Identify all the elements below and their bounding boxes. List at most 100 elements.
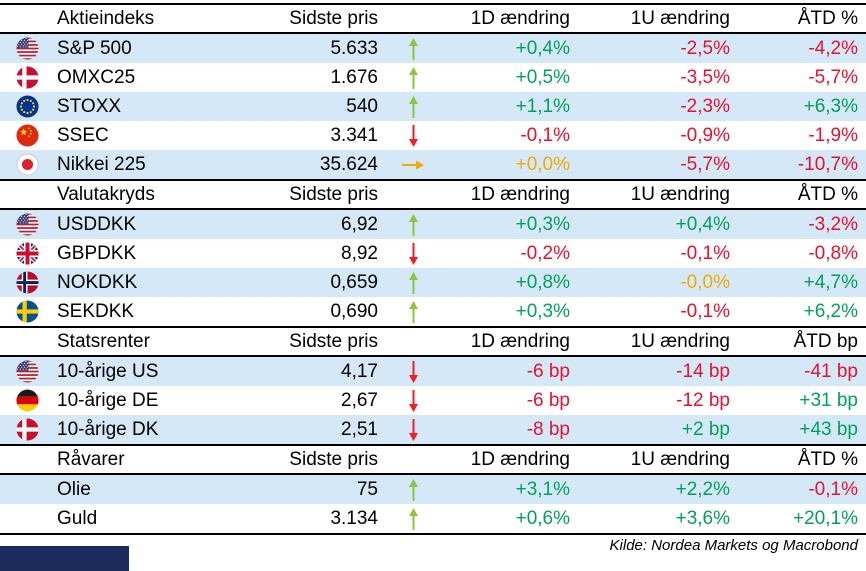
trend-up-icon — [378, 475, 448, 504]
instrument-name: SEKDKK — [57, 300, 135, 322]
change-1d: -6 bp — [526, 389, 570, 411]
column-header-1u-change: 1U ændring — [630, 183, 730, 205]
change-1d: -8 bp — [526, 418, 570, 440]
trend-up-icon — [378, 268, 448, 297]
table-row: SEKDKK 0,690 +0,3% -0,1% +6,2% — [0, 297, 866, 326]
change-1d: +1,1% — [515, 95, 570, 117]
change-1u: -2,5% — [680, 37, 730, 59]
brand-bar — [0, 546, 129, 571]
trend-up-icon — [378, 504, 448, 533]
change-1u: -0,0% — [680, 271, 730, 293]
last-price: 2,51 — [341, 418, 378, 440]
source-note: Kilde: Nordea Markets og Macrobond — [609, 537, 858, 554]
last-price: 8,92 — [341, 242, 378, 264]
change-1u: +0,4% — [675, 213, 730, 235]
change-1d: +0,0% — [515, 153, 570, 175]
change-ytd: -4,2% — [808, 37, 858, 59]
change-ytd: -0,8% — [808, 242, 858, 264]
change-ytd: +43 bp — [799, 418, 858, 440]
table-section: Statsrenter Sidste pris 1D ændring 1U ændri… — [0, 326, 866, 444]
table-row: NOKDKK 0,659 +0,8% -0,0% +4,7% — [0, 268, 866, 297]
instrument-name: 10-årige DE — [57, 389, 159, 411]
change-ytd: +31 bp — [799, 389, 858, 411]
column-header-ytd: ÅTD % — [797, 448, 858, 470]
instrument-name: OMXC25 — [57, 66, 136, 88]
change-ytd: -1,9% — [808, 124, 858, 146]
change-1u: +3,6% — [675, 507, 730, 529]
table-row: Olie 75 +3,1% +2,2% -0,1% — [0, 475, 866, 504]
column-header-category: Aktieindeks — [57, 7, 155, 29]
table-row: Nikkei 225 35.624 +0,0% -5,7% -10,7% — [0, 150, 866, 179]
table-row: USDDKK 6,92 +0,3% +0,4% -3,2% — [0, 210, 866, 239]
column-header-last-price: Sidste pris — [289, 183, 378, 205]
flag-dk-icon — [0, 63, 57, 92]
column-header-1d-change: 1D ændring — [470, 183, 570, 205]
table-row: Guld 3.134 +0,6% +3,6% +20,1% — [0, 504, 866, 533]
trend-up-icon — [378, 34, 448, 63]
instrument-name: SSEC — [57, 124, 109, 146]
instrument-name: Olie — [57, 478, 91, 500]
table-section: Råvarer Sidste pris 1D ændring 1U ændring ÅT… — [0, 444, 866, 535]
instrument-name: Guld — [57, 507, 98, 529]
last-price: 2,67 — [341, 389, 378, 411]
last-price: 5.633 — [330, 37, 378, 59]
table-sections: Aktieindeks Sidste pris 1D ændring 1U ændri… — [0, 3, 866, 535]
change-ytd: +6,3% — [803, 95, 858, 117]
trend-down-icon — [378, 415, 448, 444]
instrument-name: GBPDKK — [57, 242, 137, 264]
change-ytd: -5,7% — [808, 66, 858, 88]
flag-gb-icon — [0, 239, 57, 268]
section-header-row: Aktieindeks Sidste pris 1D ændring 1U ændri… — [0, 5, 866, 34]
column-header-category: Statsrenter — [57, 330, 150, 352]
change-1u: +2,2% — [675, 478, 730, 500]
change-1u: -5,7% — [680, 153, 730, 175]
column-header-1u-change: 1U ændring — [630, 330, 730, 352]
market-overview-table: Aktieindeks Sidste pris 1D ændring 1U ændri… — [0, 3, 866, 571]
instrument-name: S&P 500 — [57, 37, 132, 59]
column-header-1u-change: 1U ændring — [630, 448, 730, 470]
column-header-ytd: ÅTD % — [797, 7, 858, 29]
column-header-1u-change: 1U ændring — [630, 7, 730, 29]
flag-se-icon — [0, 297, 57, 326]
header-spacer — [0, 328, 57, 355]
change-1u: -12 bp — [676, 389, 730, 411]
flag-no-icon — [0, 268, 57, 297]
instrument-name: NOKDKK — [57, 271, 138, 293]
flag-us-icon — [0, 34, 57, 63]
table-row: 10-årige DE 2,67 -6 bp -12 bp +31 bp — [0, 386, 866, 415]
flag-placeholder — [0, 504, 57, 533]
trend-down-icon — [378, 357, 448, 386]
flag-us-icon — [0, 357, 57, 386]
instrument-name: STOXX — [57, 95, 122, 117]
last-price: 0,659 — [330, 271, 378, 293]
table-row: OMXC25 1.676 +0,5% -3,5% -5,7% — [0, 63, 866, 92]
last-price: 6,92 — [341, 213, 378, 235]
change-1u: -0,1% — [680, 300, 730, 322]
last-price: 4,17 — [341, 360, 378, 382]
change-ytd: -41 bp — [804, 360, 858, 382]
column-header-ytd: ÅTD bp — [793, 330, 858, 352]
last-price: 75 — [356, 478, 378, 500]
trend-down-icon — [378, 239, 448, 268]
change-1d: +3,1% — [515, 478, 570, 500]
instrument-name: 10-årige US — [57, 360, 159, 382]
header-spacer — [0, 5, 57, 32]
column-header-ytd: ÅTD % — [797, 183, 858, 205]
last-price: 35.624 — [319, 153, 378, 175]
trend-down-icon — [378, 121, 448, 150]
change-1d: -6 bp — [526, 360, 570, 382]
last-price: 0,690 — [330, 300, 378, 322]
header-spacer — [0, 446, 57, 473]
instrument-name: USDDKK — [57, 213, 137, 235]
change-1u: -0,9% — [680, 124, 730, 146]
change-ytd: +4,7% — [803, 271, 858, 293]
section-header-row: Statsrenter Sidste pris 1D ændring 1U ændri… — [0, 328, 866, 357]
change-ytd: -10,7% — [797, 153, 858, 175]
column-header-1d-change: 1D ændring — [470, 330, 570, 352]
change-1u: +2 bp — [681, 418, 730, 440]
section-header-row: Valutakryds Sidste pris 1D ændring 1U ændri… — [0, 181, 866, 210]
change-1d: +0,5% — [515, 66, 570, 88]
instrument-name: Nikkei 225 — [57, 153, 146, 175]
table-row: STOXX 540 +1,1% -2,3% +6,3% — [0, 92, 866, 121]
column-header-1d-change: 1D ændring — [470, 7, 570, 29]
